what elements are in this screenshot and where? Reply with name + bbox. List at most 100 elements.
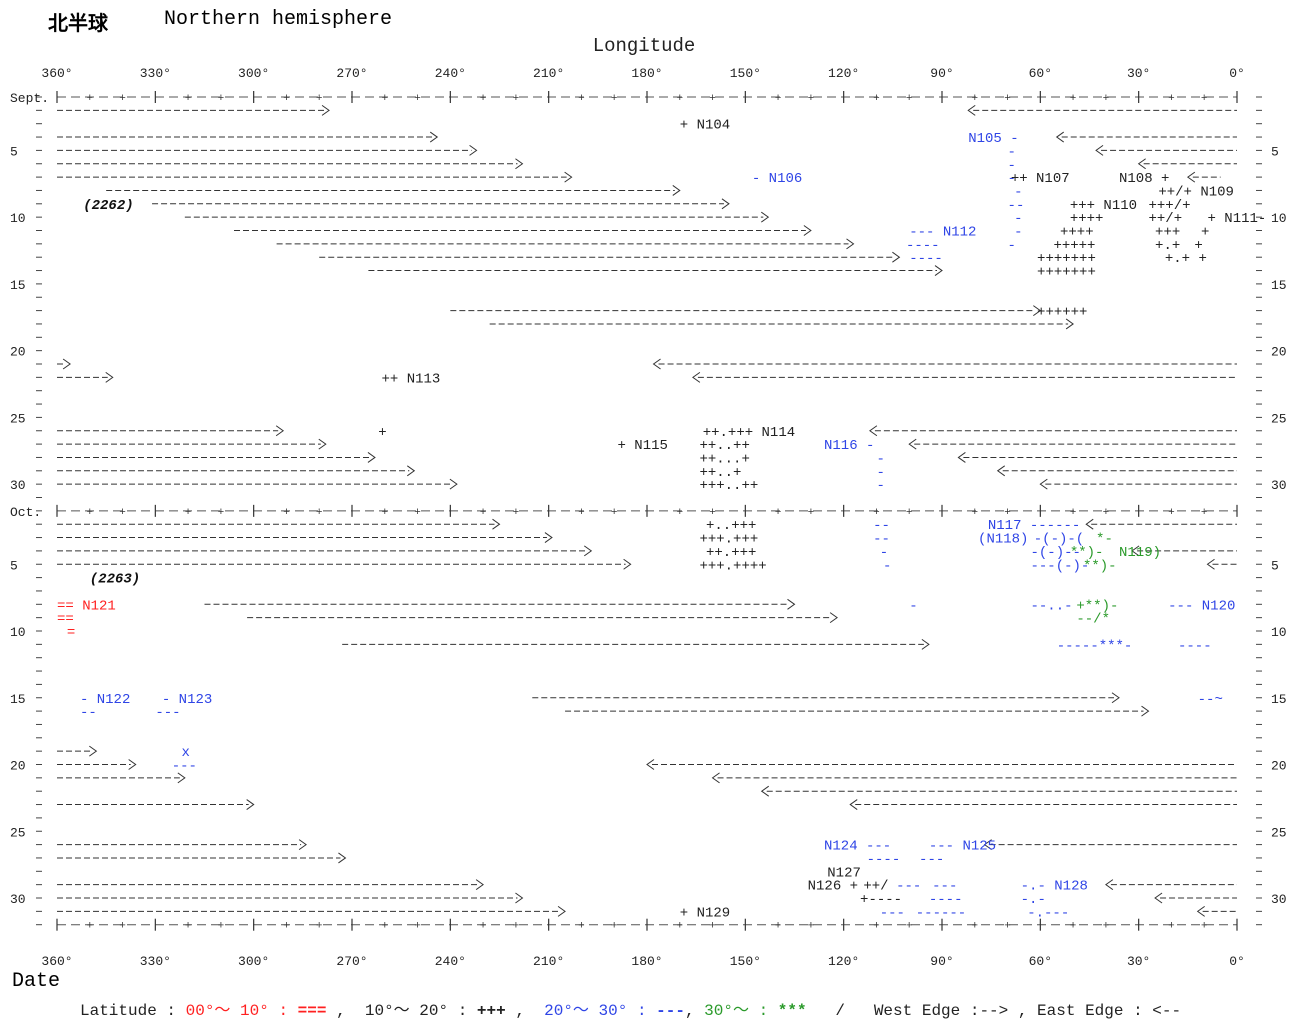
west-edge-arrowhead	[128, 759, 137, 770]
sunspot-group-mark: ---(-)-	[1031, 558, 1090, 574]
sunspot-group-mark: ------	[916, 905, 966, 921]
sunspot-group-mark: ----	[867, 852, 901, 868]
sunspot-chart: Longitude360°360°330°330°300°300°270°270…	[10, 35, 1287, 969]
west-edge-arrowhead	[721, 198, 730, 210]
sunspot-group-mark: +++++	[1053, 238, 1095, 254]
sunspot-group-mark: + N129	[680, 905, 730, 921]
east-edge-arrowhead	[711, 772, 720, 784]
sunspot-group-mark: --	[873, 532, 890, 548]
sunspot-group-mark: **)-	[1070, 545, 1104, 561]
longitude-minor-tick: +	[1004, 507, 1011, 519]
legend-range: 00°～ 10° :	[185, 1002, 298, 1020]
west-edge-arrowhead	[298, 839, 307, 851]
sunspot-group-mark: -----***-	[1057, 638, 1133, 654]
longitude-minor-tick: +	[1201, 93, 1208, 105]
x-tick-label-bottom: 360°	[41, 954, 72, 969]
legend-symbol: ***	[777, 1002, 807, 1020]
sunspot-group-mark: +	[1201, 225, 1209, 241]
sunspot-group-mark: + N115	[618, 438, 668, 454]
sunspot-group-mark: -	[876, 465, 884, 481]
x-tick-label-top: 300°	[238, 66, 269, 81]
x-tick-label-top: 150°	[730, 66, 761, 81]
x-tick-label-bottom: 300°	[238, 954, 269, 969]
longitude-minor-tick: +	[381, 93, 388, 105]
longitude-minor-tick: +	[578, 507, 585, 519]
day-label-left: 20	[10, 759, 26, 774]
x-tick-label-top: 180°	[631, 66, 662, 81]
west-edge-arrowhead	[583, 545, 593, 557]
sunspot-group-mark: N116 -	[824, 438, 874, 454]
sunspot-group-mark: ---	[896, 879, 921, 895]
west-edge-arrowhead	[1141, 705, 1150, 717]
west-edge-arrowhead	[829, 612, 838, 624]
sunspot-group-mark: --~	[1198, 692, 1223, 708]
longitude-minor-tick: +	[119, 507, 126, 519]
longitude-minor-tick: +	[119, 921, 126, 933]
x-tick-label-bottom: 90°	[930, 954, 953, 969]
sunspot-group-mark: -(-)--	[1031, 545, 1081, 561]
sunspot-group-mark: +**)-	[1076, 598, 1118, 614]
sunspot-group-mark: -	[880, 545, 888, 561]
longitude-minor-tick: +	[906, 921, 913, 933]
day-label-left: 30	[10, 478, 26, 493]
longitude-minor-tick: +	[676, 93, 683, 105]
sunspot-group-mark: -	[1014, 225, 1022, 241]
east-edge-arrowhead	[652, 358, 661, 370]
east-edge-arrowhead	[692, 371, 701, 383]
y-axis-label: Date	[12, 970, 61, 993]
x-tick-label-bottom: 180°	[631, 954, 662, 969]
sunspot-group-mark: ++ N113	[382, 371, 441, 387]
sunspot-group-mark: N126 +	[808, 879, 858, 895]
longitude-minor-tick: +	[1168, 93, 1175, 105]
west-edge-arrowhead	[475, 879, 484, 891]
longitude-minor-tick: +	[316, 507, 323, 519]
month-label: Sept.	[10, 91, 49, 106]
x-tick-label-top: 360°	[41, 66, 72, 81]
sunspot-group-mark: -	[1008, 238, 1016, 254]
day-label-right: 20	[1271, 345, 1287, 360]
sunspot-group-mark: - N106	[752, 171, 802, 187]
west-edge-arrowhead	[318, 438, 327, 450]
legend-range: 10°～ 20° :	[364, 1002, 477, 1020]
east-edge-arrowhead	[760, 785, 770, 797]
sunspot-group-mark: == N121	[57, 598, 116, 614]
sunspot-group-mark: ++++++	[1037, 305, 1087, 321]
longitude-minor-tick: +	[513, 507, 520, 519]
longitude-minor-tick: +	[1004, 93, 1011, 105]
west-edge-arrowhead	[892, 251, 901, 263]
west-edge-arrowhead	[760, 211, 770, 223]
east-edge-arrowhead	[646, 759, 655, 770]
sunspot-group-mark: ++.+++ N114	[703, 425, 795, 441]
sunspot-group-mark: -	[909, 598, 917, 614]
west-edge-arrowhead	[246, 799, 255, 810]
longitude-minor-tick: +	[513, 921, 520, 933]
rotation-label: (2262)	[83, 198, 133, 214]
east-edge-arrowhead	[1154, 892, 1163, 904]
sunspot-group-mark: --	[80, 705, 97, 721]
day-label-left: 20	[10, 345, 26, 360]
sunspot-group-mark: ----	[909, 251, 943, 267]
east-edge-arrowhead	[967, 104, 976, 116]
longitude-minor-tick: +	[1103, 921, 1110, 933]
legend-symbol: ===	[297, 1002, 327, 1020]
longitude-minor-tick: +	[283, 921, 290, 933]
west-edge-arrowhead	[1065, 318, 1074, 330]
longitude-minor-tick: +	[906, 93, 913, 105]
sunspot-group-mark: -.- N128	[1021, 879, 1088, 895]
longitude-minor-tick: +	[283, 93, 290, 105]
sunspot-group-mark: ++/+	[1149, 211, 1183, 227]
longitude-minor-tick: +	[218, 93, 225, 105]
longitude-minor-tick: +	[611, 921, 618, 933]
east-edge-arrowhead	[849, 799, 858, 810]
sunspot-group-mark: N127	[827, 865, 861, 881]
longitude-minor-tick: +	[709, 93, 716, 105]
x-tick-label-top: 270°	[336, 66, 367, 81]
west-edge-arrowhead	[515, 158, 524, 170]
longitude-minor-tick: +	[283, 507, 290, 519]
x-axis-label: Longitude	[593, 35, 696, 57]
sunspot-group-mark: ==	[57, 612, 74, 628]
sunspot-group-mark: -	[1008, 171, 1016, 187]
chart-title-english: Northern hemisphere	[164, 8, 393, 31]
day-label-right: 10	[1271, 625, 1287, 640]
day-label-left: 30	[10, 892, 26, 907]
